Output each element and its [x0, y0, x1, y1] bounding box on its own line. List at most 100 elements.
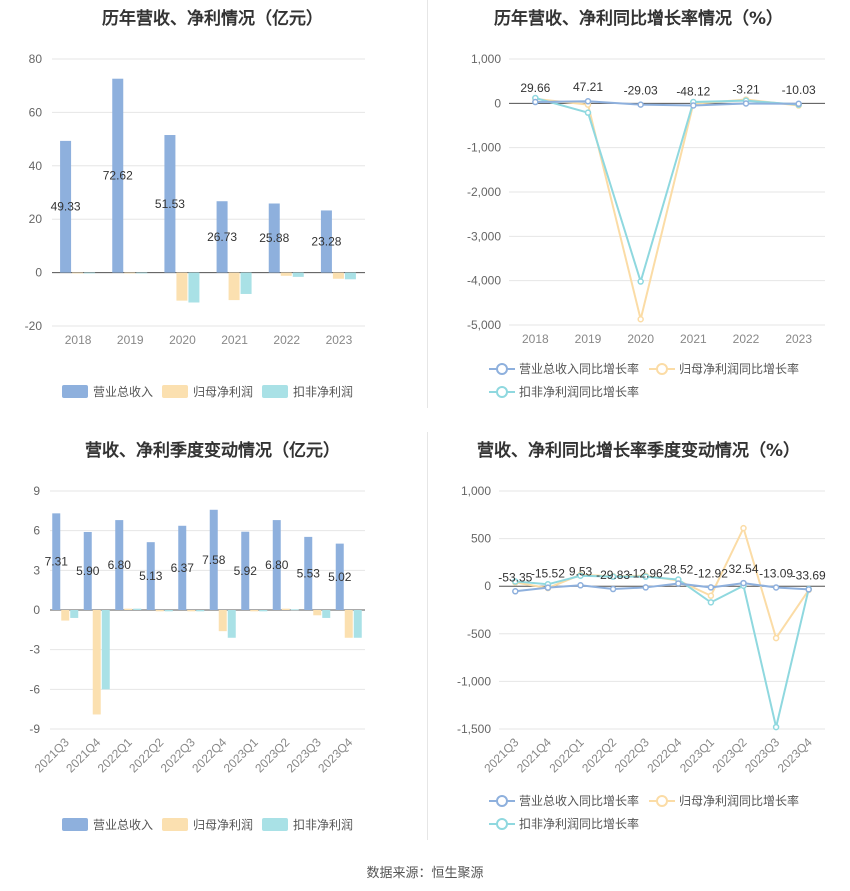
- x-tick-label: 2023Q4: [775, 735, 815, 775]
- x-tick-label: 2018: [522, 332, 549, 346]
- x-tick-label: 2021Q4: [514, 735, 554, 775]
- legend-label: 扣非净利润: [293, 385, 354, 399]
- deducted-net-profit-bar: [136, 272, 148, 274]
- legend-swatch: [262, 818, 288, 831]
- legend-label: 营业总收入: [93, 385, 154, 399]
- legend-swatch: [62, 818, 88, 831]
- y-tick-label: 0: [33, 603, 40, 617]
- legend-label: 扣非净利润同比增长率: [519, 385, 640, 399]
- net-profit-bar: [155, 610, 164, 612]
- x-tick-label: 2023Q1: [677, 735, 717, 775]
- revenue-growth-point: [584, 97, 592, 105]
- revenue-data-label: 7.31: [45, 555, 69, 569]
- net-profit-growth-point: [772, 634, 780, 642]
- deducted-net-profit-bar: [240, 272, 252, 294]
- chart-title: 历年营收、净利情况（亿元）: [102, 9, 323, 29]
- net-profit-bar: [332, 272, 344, 279]
- legend-item-net-profit-growth[interactable]: 归母净利润同比增长率: [649, 792, 799, 809]
- revenue-bar: [216, 201, 228, 273]
- net-profit-bar: [176, 272, 188, 301]
- y-tick-label: 9: [33, 484, 40, 498]
- net-profit-growth-point: [740, 524, 747, 532]
- legend-line-symbol: [649, 363, 675, 375]
- quarterly-bar-chart: 9630-3-6-97.312021Q35.902021Q46.802022Q1…: [29, 484, 365, 775]
- deducted-growth-point: [577, 572, 584, 579]
- revenue-growth-data-label: 32.54: [728, 562, 758, 576]
- legend-item-deducted-net-profit[interactable]: 扣非净利润: [262, 816, 353, 833]
- deducted-net-profit-bar: [259, 610, 268, 612]
- deducted-net-profit-bar: [322, 610, 331, 618]
- revenue-bar: [164, 135, 176, 273]
- legend-item-deducted-growth[interactable]: 扣非净利润同比增长率: [489, 815, 639, 832]
- deducted-growth-point: [642, 573, 649, 580]
- revenue-data-label: 25.88: [259, 231, 289, 245]
- revenue-bar: [304, 536, 313, 610]
- revenue-growth-point: [690, 102, 697, 109]
- legend-label: 归母净利润同比增长率: [679, 794, 800, 808]
- revenue-growth-data-label: -33.69: [792, 568, 826, 582]
- legend-item-net-profit-growth[interactable]: 归母净利润同比增长率: [649, 360, 799, 377]
- x-tick-label: 2022Q4: [644, 735, 684, 775]
- revenue-bar: [209, 509, 218, 610]
- revenue-growth-data-label: -12.96: [629, 566, 663, 580]
- legend-label: 营业总收入同比增长率: [519, 362, 640, 376]
- x-tick-label: 2023: [326, 333, 353, 347]
- y-tick-label: 20: [29, 212, 43, 226]
- legend-label: 归母净利润: [193, 818, 254, 832]
- revenue-bar: [241, 531, 250, 610]
- y-tick-label: -500: [467, 627, 491, 641]
- deducted-net-profit-bar: [353, 610, 362, 638]
- y-tick-label: 500: [471, 532, 491, 546]
- legend-swatch: [162, 385, 188, 398]
- y-tick-label: -5,000: [467, 318, 501, 332]
- net-profit-bar: [280, 272, 292, 276]
- revenue-growth-data-label: -12.92: [694, 566, 728, 580]
- y-tick-label: -9: [29, 722, 40, 736]
- legend-item-net-profit[interactable]: 归母净利润: [162, 383, 253, 400]
- y-tick-label: -3: [29, 643, 40, 657]
- revenue-bar: [115, 520, 124, 610]
- revenue-growth-point: [707, 584, 715, 591]
- y-tick-label: -3,000: [467, 229, 501, 243]
- x-tick-label: 2022Q3: [612, 735, 652, 775]
- legend-item-revenue-growth[interactable]: 营业总收入同比增长率: [489, 360, 639, 377]
- y-tick-label: -6: [29, 682, 40, 696]
- deducted-net-profit-bar: [188, 272, 200, 303]
- revenue-growth-point: [609, 585, 617, 593]
- y-tick-label: -1,000: [467, 141, 501, 155]
- legend-line-symbol: [489, 818, 515, 830]
- chart-title: 营收、净利同比增长率季度变动情况（%）: [476, 441, 801, 461]
- y-tick-label: 80: [29, 52, 43, 66]
- legend-line-symbol: [649, 795, 675, 807]
- revenue-growth-point: [795, 100, 802, 108]
- legend-label: 归母净利润同比增长率: [679, 362, 800, 376]
- legend-item-deducted-net-profit[interactable]: 扣非净利润: [262, 383, 353, 400]
- revenue-growth-data-label: -10.03: [782, 83, 816, 97]
- deducted-growth-point: [637, 278, 644, 285]
- legend-item-revenue[interactable]: 营业总收入: [62, 383, 153, 400]
- x-tick-label: 2023Q2: [710, 735, 750, 775]
- revenue-bar: [83, 531, 92, 610]
- deducted-net-profit-bar: [292, 272, 304, 277]
- net-profit-bar: [92, 610, 101, 715]
- x-tick-label: 2021: [221, 333, 248, 347]
- revenue-data-label: 26.73: [207, 230, 237, 244]
- deducted-net-profit-bar: [290, 609, 299, 611]
- net-profit-growth-line: [515, 525, 810, 641]
- y-tick-label: -1,000: [457, 674, 491, 688]
- deducted-growth-line: [515, 574, 810, 728]
- deducted-net-profit-bar: [344, 272, 356, 280]
- y-tick-label: 0: [494, 96, 501, 110]
- deducted-net-profit-bar: [84, 272, 96, 274]
- revenue-data-label: 5.13: [139, 569, 163, 583]
- legend-item-deducted-growth[interactable]: 扣非净利润同比增长率: [489, 383, 639, 400]
- legend-label: 营业总收入: [93, 818, 154, 832]
- legend-label: 归母净利润: [193, 385, 254, 399]
- revenue-data-label: 6.37: [171, 561, 195, 575]
- legend-item-revenue[interactable]: 营业总收入: [62, 816, 153, 833]
- legend-item-revenue-growth[interactable]: 营业总收入同比增长率: [489, 792, 639, 809]
- revenue-growth-data-label: -53.35: [498, 570, 532, 584]
- revenue-data-label: 72.62: [103, 169, 133, 183]
- legend-item-net-profit[interactable]: 归母净利润: [162, 816, 253, 833]
- y-tick-label: 6: [33, 524, 40, 538]
